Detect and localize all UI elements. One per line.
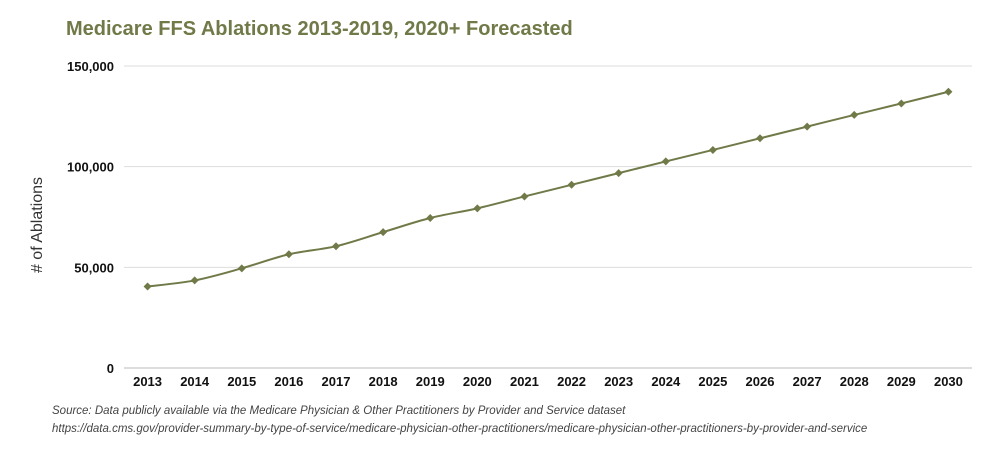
y-tick-label: 50,000	[74, 260, 114, 275]
source-url: https://data.cms.gov/provider-summary-by…	[52, 423, 868, 435]
data-point	[143, 282, 152, 291]
chart-title: Medicare FFS Ablations 2013-2019, 2020+ …	[66, 18, 573, 40]
source-note: Source: Data publicly available via the …	[52, 405, 626, 417]
data-point	[520, 192, 529, 201]
x-tick-label: 2021	[510, 374, 539, 389]
x-tick-label: 2020	[463, 374, 492, 389]
data-point	[708, 145, 717, 154]
series-line	[147, 90, 949, 288]
y-tick-label: 100,000	[67, 160, 114, 175]
data-point	[850, 110, 859, 119]
data-point	[379, 228, 388, 237]
data-point	[473, 204, 482, 213]
data-point	[661, 157, 670, 166]
x-tick-label: 2022	[557, 374, 586, 389]
data-point	[803, 122, 812, 131]
data-point	[190, 276, 199, 285]
x-tick-label: 2028	[840, 374, 869, 389]
y-tick-label: 0	[107, 361, 114, 376]
y-axis-title: # of Ablations	[29, 177, 46, 273]
x-tick-label: 2015	[227, 374, 256, 389]
y-tick-label: 150,000	[67, 59, 114, 74]
x-tick-label: 2024	[651, 374, 681, 389]
x-tick-label: 2016	[274, 374, 303, 389]
x-tick-label: 2029	[887, 374, 916, 389]
x-tick-label: 2025	[698, 374, 727, 389]
data-point	[332, 242, 340, 251]
x-tick-label: 2019	[416, 374, 445, 389]
x-tick-label: 2026	[746, 374, 775, 389]
x-tick-label: 2018	[369, 374, 398, 389]
x-tick-label: 2014	[180, 374, 210, 389]
data-point	[284, 250, 293, 259]
data-point	[756, 134, 764, 143]
data-point	[897, 99, 906, 108]
data-point	[567, 180, 576, 189]
x-tick-label: 2013	[133, 374, 162, 389]
x-tick-label: 2017	[322, 374, 351, 389]
data-point	[614, 169, 623, 178]
data-point	[944, 87, 953, 96]
data-point	[426, 214, 435, 223]
x-tick-label: 2030	[934, 374, 963, 389]
data-point	[237, 264, 246, 273]
x-tick-label: 2023	[604, 374, 633, 389]
x-tick-label: 2027	[793, 374, 822, 389]
